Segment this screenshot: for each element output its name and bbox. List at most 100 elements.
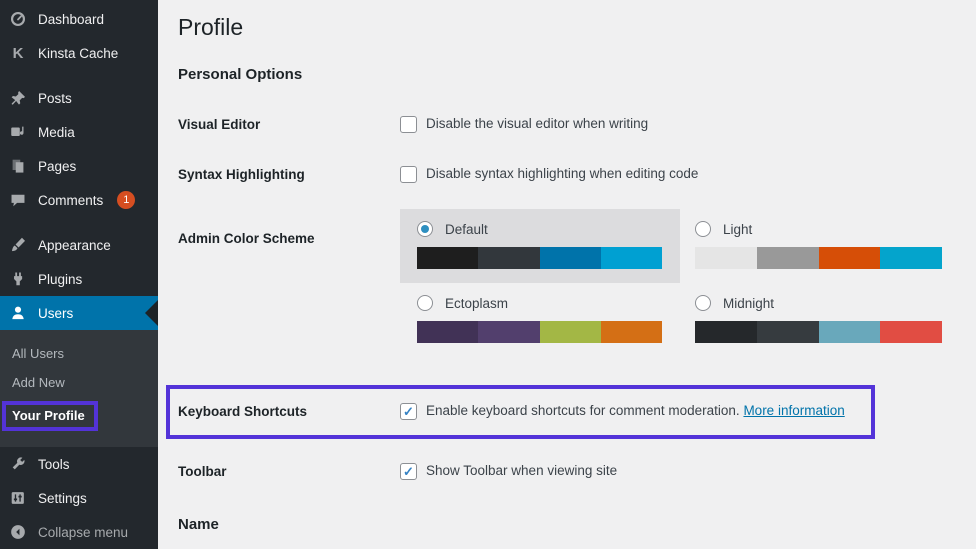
syntax-highlighting-row: Syntax Highlighting Disable syntax highl…: [178, 166, 976, 183]
midnight-swatches[interactable]: [695, 321, 942, 343]
swatch: [695, 321, 757, 343]
name-heading: Name: [178, 516, 219, 533]
sidebar-item-label: Plugins: [38, 271, 83, 287]
swatch: [818, 321, 881, 343]
page-title: Profile: [178, 14, 244, 40]
sidebar-item-users[interactable]: Users: [0, 296, 158, 330]
keyboard-shortcuts-annotation-box: Keyboard Shortcuts ✓ Enable keyboard sho…: [166, 385, 875, 439]
wrench-icon: [8, 454, 28, 474]
kinsta-icon: K: [12, 44, 24, 62]
swatch: [600, 247, 662, 269]
sidebar-item-posts[interactable]: Posts: [0, 81, 158, 115]
admin-sidebar: Dashboard K Kinsta Cache Posts Media: [0, 0, 158, 549]
color-scheme-ectoplasm: Ectoplasm: [400, 291, 680, 357]
sidebar-item-label: Posts: [38, 90, 72, 106]
sidebar-item-label: Settings: [38, 490, 87, 506]
midnight-label[interactable]: Midnight: [723, 295, 775, 311]
sidebar-item-label: Collapse menu: [38, 524, 129, 540]
sidebar-separator: [0, 70, 158, 81]
check-icon: ✓: [403, 464, 414, 479]
swatch: [756, 321, 819, 343]
toolbar-checkbox[interactable]: ✓: [400, 463, 417, 480]
ectoplasm-label[interactable]: Ectoplasm: [445, 295, 509, 311]
color-scheme-light: Light: [695, 209, 942, 283]
sidebar-item-label: Pages: [38, 158, 77, 174]
color-scheme-default: Default: [400, 209, 680, 283]
swatch: [880, 321, 942, 343]
sidebar-item-collapse-menu[interactable]: Collapse menu: [0, 515, 158, 549]
sidebar-item-dashboard[interactable]: Dashboard: [0, 2, 158, 36]
sidebar-item-settings[interactable]: Settings: [0, 481, 158, 515]
more-information-link[interactable]: More information: [743, 403, 845, 418]
sidebar-item-label: Comments: [38, 192, 104, 208]
light-label[interactable]: Light: [723, 221, 753, 237]
sidebar-separator: [0, 217, 158, 228]
sidebar-item-comments[interactable]: Comments 1: [0, 183, 158, 217]
swatch: [539, 321, 601, 343]
sidebar-item-tools[interactable]: Tools: [0, 447, 158, 481]
sidebar-item-appearance[interactable]: Appearance: [0, 228, 158, 262]
settings-sliders-icon: [8, 488, 28, 508]
comments-count-badge: 1: [117, 191, 136, 209]
swatch: [417, 247, 479, 269]
swatch: [600, 321, 662, 343]
sidebar-item-label: Kinsta Cache: [38, 45, 119, 61]
profile-page: Profile Personal Options Visual Editor D…: [158, 0, 976, 549]
visual-editor-row: Visual Editor Disable the visual editor …: [178, 116, 976, 133]
swatch: [478, 321, 540, 343]
plug-icon: [8, 269, 28, 289]
toolbar-row: Toolbar ✓ Show Toolbar when viewing site: [178, 463, 976, 480]
sidebar-item-media[interactable]: Media: [0, 115, 158, 149]
swatch: [539, 247, 601, 269]
dashboard-icon: [8, 9, 28, 29]
swatch: [417, 321, 479, 343]
keyboard-shortcuts-label: Keyboard Shortcuts: [178, 404, 308, 419]
your-profile-annotation-box: Your Profile: [2, 401, 98, 431]
sidebar-item-label: Appearance: [38, 237, 111, 253]
visual-editor-text[interactable]: Disable the visual editor when writing: [426, 116, 649, 131]
submenu-item-your-profile[interactable]: Your Profile: [0, 397, 158, 435]
submenu-item-add-new[interactable]: Add New: [12, 375, 65, 390]
syntax-highlighting-label: Syntax Highlighting: [178, 167, 305, 182]
user-icon: [8, 303, 28, 323]
personal-options-heading: Personal Options: [178, 66, 303, 83]
sidebar-item-kinsta-cache[interactable]: K Kinsta Cache: [0, 36, 158, 70]
sidebar-item-plugins[interactable]: Plugins: [0, 262, 158, 296]
media-icon: [8, 122, 28, 142]
syntax-highlighting-checkbox[interactable]: [400, 166, 417, 183]
check-icon: ✓: [403, 404, 414, 419]
light-radio[interactable]: [695, 221, 711, 237]
admin-color-scheme-label: Admin Color Scheme: [178, 231, 315, 246]
collapse-arrow-icon: [8, 522, 28, 542]
light-swatches[interactable]: [695, 247, 942, 269]
ectoplasm-radio[interactable]: [417, 295, 433, 311]
sidebar-item-label: Users: [38, 305, 74, 321]
swatch: [478, 247, 540, 269]
swatch: [880, 247, 942, 269]
default-radio[interactable]: [417, 221, 433, 237]
admin-color-scheme-row: Admin Color Scheme Default: [178, 209, 976, 357]
sidebar-item-label: Tools: [38, 456, 70, 472]
comment-bubble-icon: [8, 190, 28, 210]
visual-editor-label: Visual Editor: [178, 117, 261, 132]
sidebar-item-label: Dashboard: [38, 11, 105, 27]
midnight-radio[interactable]: [695, 295, 711, 311]
keyboard-shortcuts-checkbox[interactable]: ✓: [400, 403, 417, 420]
default-swatches[interactable]: [417, 247, 662, 269]
keyboard-shortcuts-text[interactable]: Enable keyboard shortcuts for comment mo…: [426, 403, 845, 418]
submenu-item-all-users[interactable]: All Users: [12, 346, 65, 361]
visual-editor-checkbox[interactable]: [400, 116, 417, 133]
color-scheme-midnight: Midnight: [695, 291, 942, 357]
sidebar-item-pages[interactable]: Pages: [0, 149, 158, 183]
swatch: [695, 247, 757, 269]
toolbar-label: Toolbar: [178, 464, 227, 479]
toolbar-text[interactable]: Show Toolbar when viewing site: [426, 463, 618, 478]
swatch: [818, 247, 881, 269]
ectoplasm-swatches[interactable]: [417, 321, 662, 343]
default-label[interactable]: Default: [445, 221, 488, 237]
syntax-highlighting-text[interactable]: Disable syntax highlighting when editing…: [426, 166, 699, 181]
pushpin-icon: [8, 88, 28, 108]
current-menu-arrow-icon: [145, 300, 158, 326]
users-submenu: All Users Add New Your Profile: [0, 330, 158, 447]
pages-icon: [8, 156, 28, 176]
